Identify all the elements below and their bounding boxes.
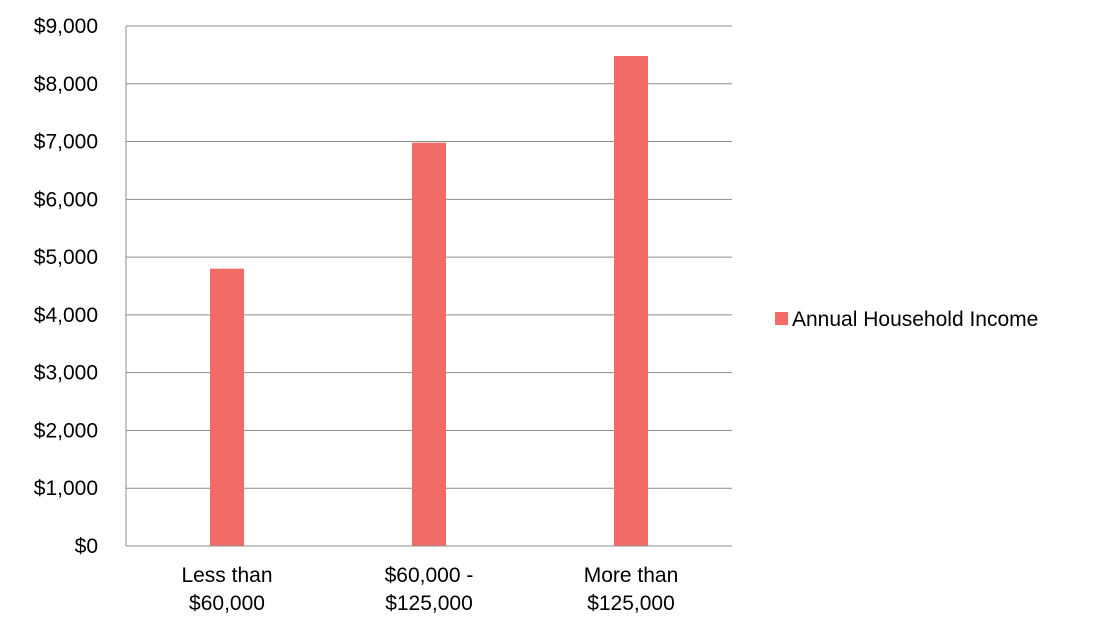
x-tick-label: More than $125,000 [584, 564, 679, 615]
y-tick-label: $5,000 [34, 246, 98, 269]
y-axis-tick-labels: $0 $1,000 $2,000 $3,000 $4,000 $5,000 $6,000 $7… [34, 15, 98, 558]
y-tick-label: $9,000 [34, 15, 98, 38]
y-tick-label: $0 [75, 535, 98, 558]
y-tick-label: $8,000 [34, 73, 98, 96]
y-tick-label: $7,000 [34, 131, 98, 154]
x-axis-tick-labels: Less than $60,000 $60,000 -$125,000 More th… [181, 564, 678, 615]
bar [614, 56, 648, 547]
x-tick-label: Less than $60,000 [181, 564, 272, 615]
legend-swatch [775, 312, 788, 325]
y-tick-label: $3,000 [34, 362, 98, 385]
legend: Annual Household Income [775, 308, 1038, 331]
y-tick-label: $2,000 [34, 419, 98, 442]
y-tick-label: $4,000 [34, 304, 98, 327]
y-tick-label: $1,000 [34, 477, 98, 500]
legend-label: Annual Household Income [792, 308, 1038, 331]
bars [210, 56, 648, 547]
x-tick-label: $60,000 -$125,000 [385, 564, 474, 615]
bar [412, 142, 446, 546]
y-tick-label: $6,000 [34, 188, 98, 211]
bar [210, 268, 244, 546]
